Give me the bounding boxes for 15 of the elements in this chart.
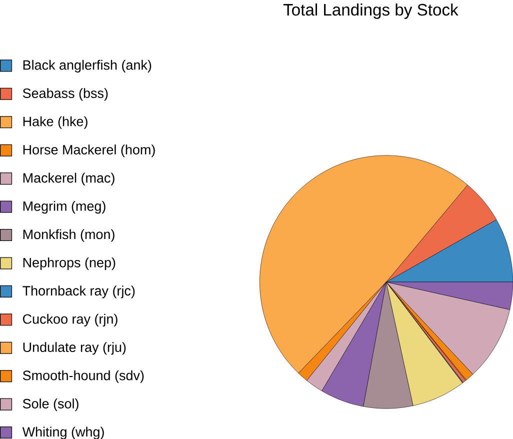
- chart-title: Total Landings by Stock: [283, 3, 458, 19]
- legend-label: Horse Mackerel (hom): [23, 144, 155, 157]
- legend-label: Hake (hke): [23, 116, 88, 129]
- legend-label: Cuckoo ray (rjn): [22, 314, 118, 326]
- legend-label: Sole (sol): [22, 398, 78, 411]
- legend-label: Seabass (bss): [22, 88, 108, 101]
- legend-label: Monkfish (mon): [23, 229, 114, 242]
- legend-label: Undulate ray (rju): [23, 342, 126, 355]
- legend-label: Mackerel (mac): [23, 172, 114, 186]
- legend-label: Megrim (meg): [23, 200, 106, 214]
- legend-label: Black anglerfish (ank): [23, 60, 152, 72]
- legend-label: Nephrops (nep): [23, 257, 116, 270]
- legend-label: Whiting (whg): [22, 426, 104, 439]
- legend-label: Smooth-hound (sdv): [22, 370, 144, 383]
- legend-label: Thornback ray (rjc): [22, 285, 135, 298]
